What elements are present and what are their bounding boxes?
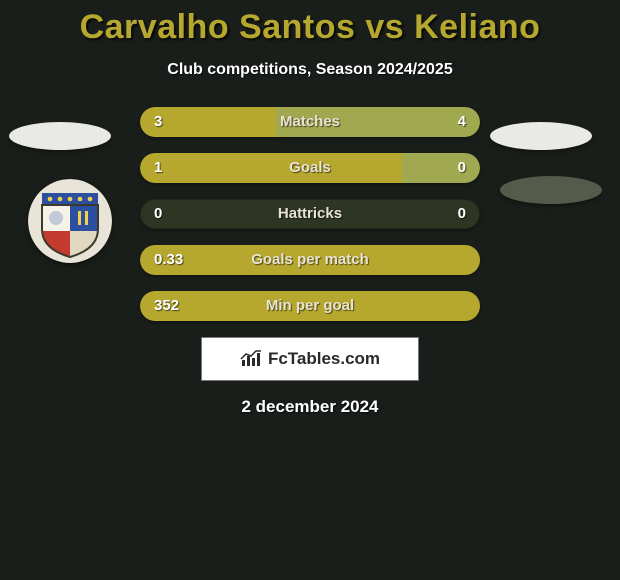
watermark-text: FcTables.com: [268, 349, 380, 369]
bar-chart-icon: [240, 350, 262, 368]
stat-label: Min per goal: [140, 291, 480, 321]
stats-table: Matches34Goals10Hattricks00Goals per mat…: [140, 107, 480, 321]
value-left: 3: [154, 107, 162, 137]
watermark: FcTables.com: [201, 337, 419, 381]
value-right: 0: [458, 153, 466, 183]
value-left: 0.33: [154, 245, 183, 275]
stat-row: Goals per match0.33: [140, 245, 480, 275]
stat-row: Matches3 4: [140, 107, 480, 137]
value-right: 0: [458, 199, 466, 229]
stat-row: Min per goal352: [140, 291, 480, 321]
date-text: 2 december 2024: [0, 397, 620, 417]
club-crest-left: [28, 179, 112, 263]
stat-row: Goals1 0: [140, 153, 480, 183]
stat-label: Goals per match: [140, 245, 480, 275]
page-title: Carvalho Santos vs Keliano: [0, 0, 620, 47]
stat-label: Matches: [140, 107, 480, 137]
placeholder-ellipse-top-left: [9, 122, 111, 150]
value-left: 0: [154, 199, 162, 229]
placeholder-ellipse-top-right: [490, 122, 592, 150]
stat-label: Hattricks: [140, 199, 480, 229]
subtitle: Club competitions, Season 2024/2025: [0, 61, 620, 79]
value-right: 4: [458, 107, 466, 137]
stat-label: Goals: [140, 153, 480, 183]
value-left: 1: [154, 153, 162, 183]
value-left: 352: [154, 291, 179, 321]
placeholder-ellipse-mid-right: [500, 176, 602, 204]
stat-row: Hattricks0 0: [140, 199, 480, 229]
